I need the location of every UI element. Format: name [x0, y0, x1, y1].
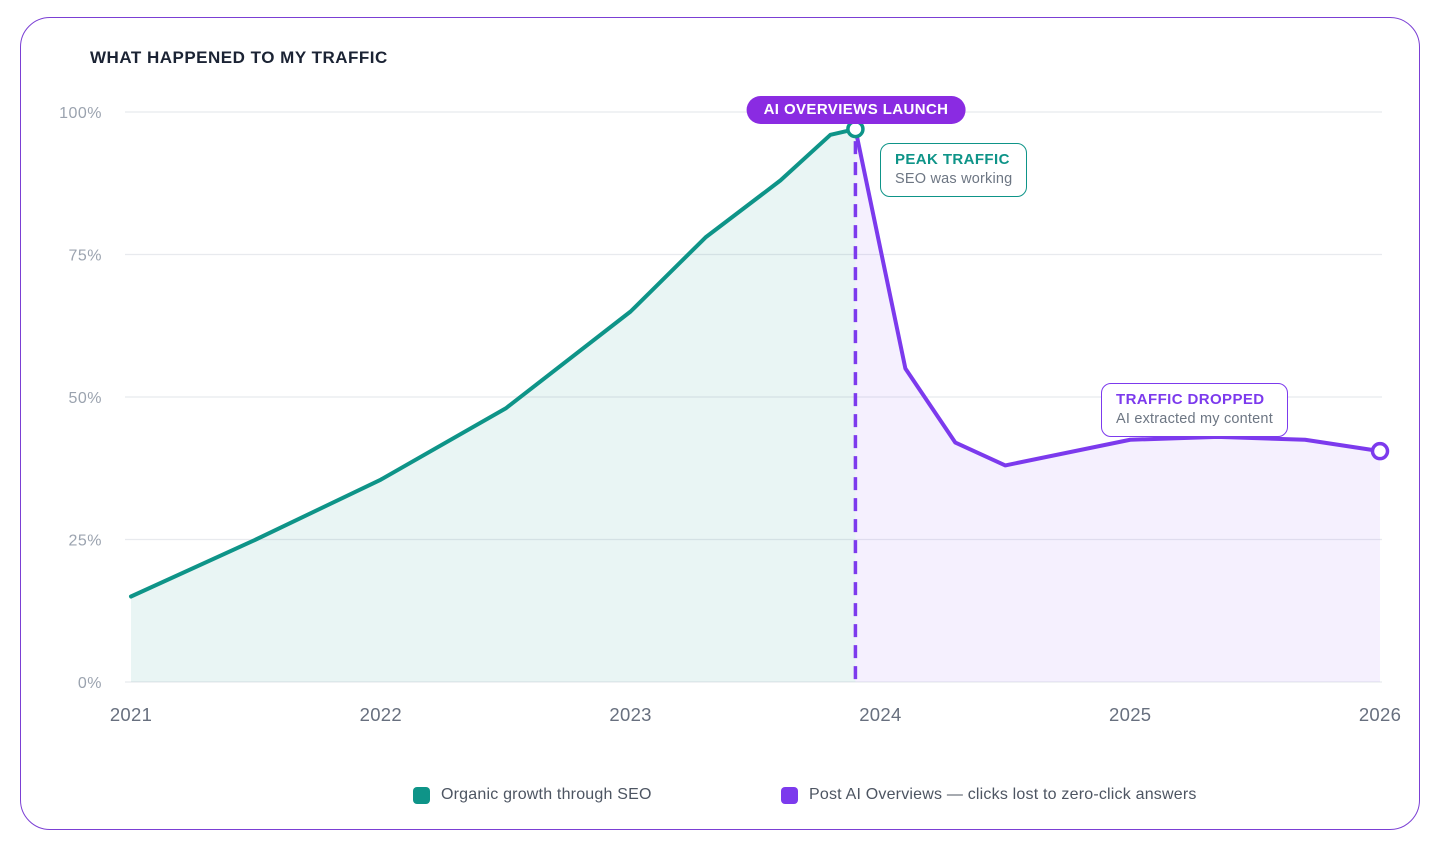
x-axis-label: 2021: [110, 704, 152, 725]
series-area-1: [855, 129, 1380, 683]
series-area-0: [131, 129, 856, 683]
x-axis-label: 2023: [609, 704, 651, 725]
series-line-1: [853, 127, 1382, 468]
legend-label-seo: Organic growth through SEO: [441, 786, 652, 803]
x-axis-label: 2026: [1359, 704, 1401, 725]
x-axis-label: 2022: [360, 704, 402, 725]
peak-traffic-note: PEAK TRAFFIC SEO was working: [880, 143, 1028, 197]
y-axis-label: 0%: [78, 675, 102, 692]
legend-item-seo: Organic growth through SEO: [413, 786, 652, 804]
y-axis-label: 50%: [68, 390, 102, 407]
x-axis-label: 2024: [859, 704, 901, 725]
legend-swatch-ai-overviews: [781, 786, 798, 804]
ai-overviews-launch-badge: AI OVERVIEWS LAUNCH: [746, 96, 966, 124]
peak-traffic-note-title: PEAK TRAFFIC: [895, 151, 1010, 168]
chart-title: WHAT HAPPENED TO MY TRAFFIC: [90, 48, 388, 67]
legend-swatch-seo: [413, 786, 430, 804]
peak-traffic-note-subtitle: SEO was working: [895, 171, 1013, 187]
y-axis-label: 100%: [59, 105, 102, 122]
y-axis-label: 25%: [68, 533, 102, 550]
traffic-dropped-note: TRAFFIC DROPPED AI extracted my content: [1101, 383, 1288, 437]
x-axis-label: 2025: [1109, 704, 1151, 725]
legend-item-ai-overviews: Post AI Overviews — clicks lost to zero-…: [781, 786, 1197, 804]
y-axis-label: 75%: [68, 248, 102, 265]
series-line-0: [129, 127, 858, 599]
traffic-dropped-note-title: TRAFFIC DROPPED: [1116, 391, 1265, 408]
legend-label-ai-overviews: Post AI Overviews — clicks lost to zero-…: [809, 786, 1197, 803]
endpoint-marker: [1370, 441, 1390, 461]
traffic-dropped-note-subtitle: AI extracted my content: [1116, 411, 1273, 427]
